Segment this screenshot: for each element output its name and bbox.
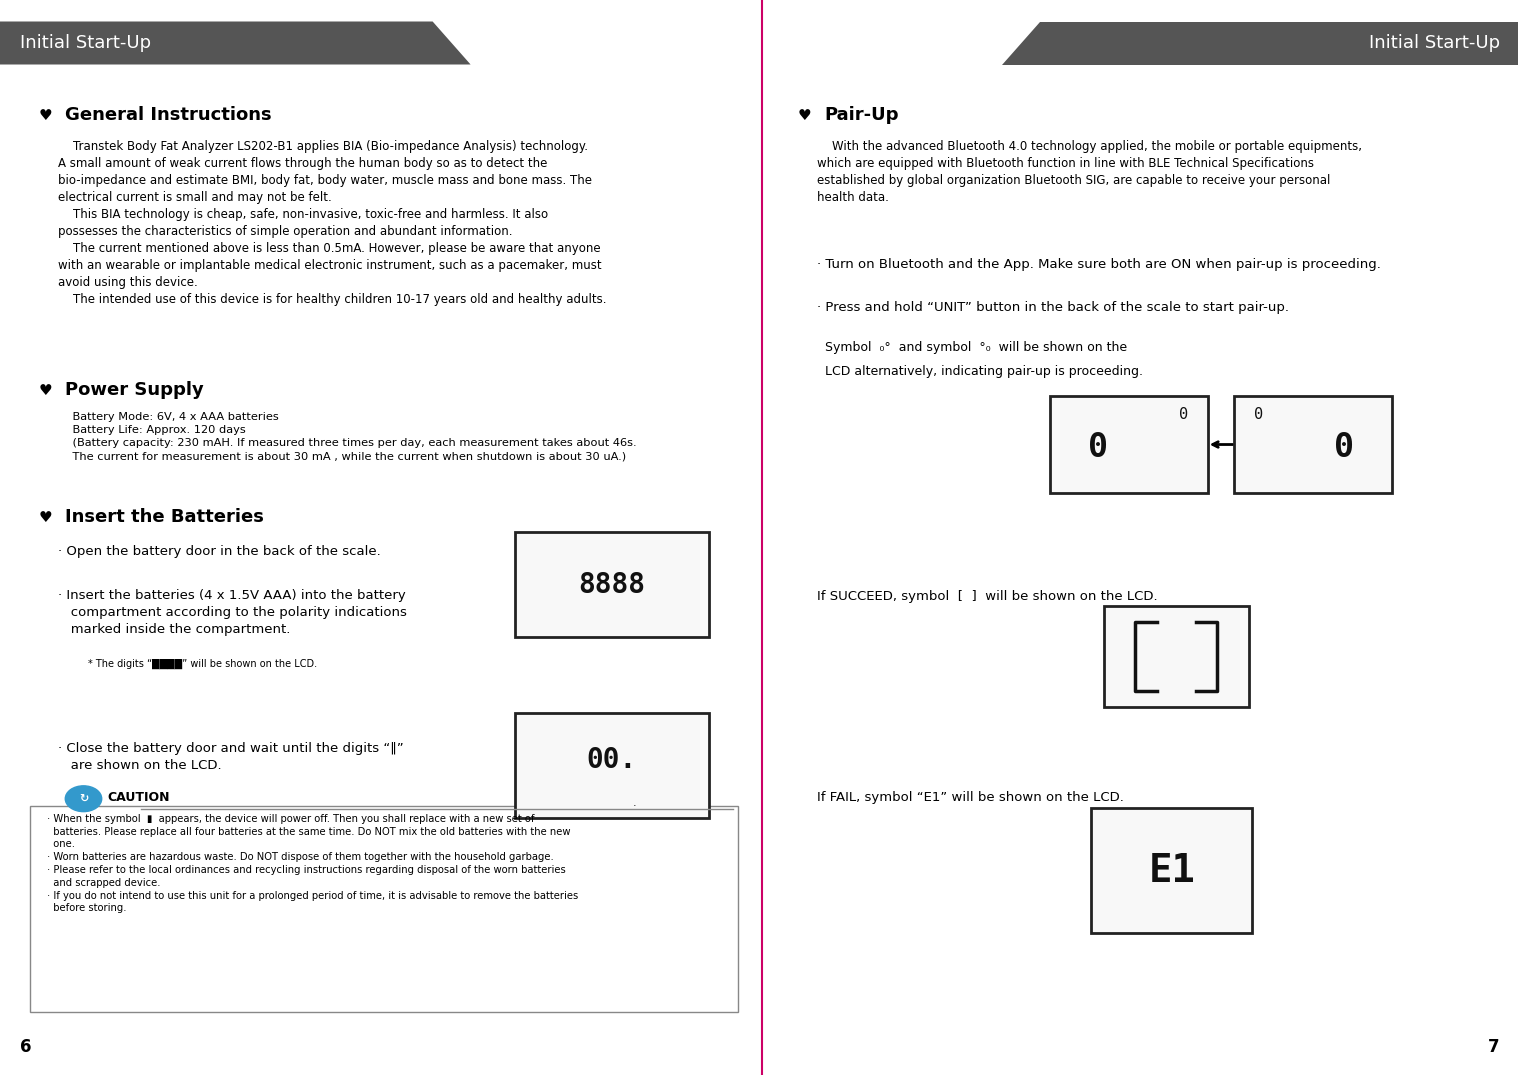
Text: ↻: ↻ (79, 793, 88, 804)
FancyBboxPatch shape (1234, 396, 1392, 493)
Text: 6: 6 (20, 1037, 32, 1056)
Text: .: . (633, 799, 636, 808)
Text: LCD alternatively, indicating pair-up is proceeding.: LCD alternatively, indicating pair-up is… (817, 366, 1143, 378)
Text: Battery Mode: 6V, 4 x AAA batteries
    Battery Life: Approx. 120 days
    (Batt: Battery Mode: 6V, 4 x AAA batteries Batt… (58, 412, 636, 461)
Text: * The digits “████” will be shown on the LCD.: * The digits “████” will be shown on the… (88, 659, 317, 669)
Polygon shape (0, 22, 471, 64)
Text: Initial Start-Up: Initial Start-Up (20, 34, 150, 52)
Text: ♥: ♥ (39, 510, 52, 525)
Text: If FAIL, symbol “E1” will be shown on the LCD.: If FAIL, symbol “E1” will be shown on th… (817, 791, 1123, 804)
Text: CAUTION: CAUTION (108, 791, 170, 804)
Text: ♥: ♥ (39, 108, 52, 123)
Text: Pair-Up: Pair-Up (824, 106, 899, 124)
FancyBboxPatch shape (1050, 396, 1208, 493)
Text: 0: 0 (1334, 431, 1354, 464)
Text: Initial Start-Up: Initial Start-Up (1369, 34, 1500, 52)
Text: Transtek Body Fat Analyzer LS202-B1 applies BIA (Bio-impedance Analysis) technol: Transtek Body Fat Analyzer LS202-B1 appl… (58, 140, 606, 305)
FancyBboxPatch shape (1104, 606, 1249, 707)
Text: Power Supply: Power Supply (65, 382, 203, 399)
Text: 0: 0 (1254, 407, 1263, 422)
Text: ♥: ♥ (39, 383, 52, 398)
Text: Symbol  ₀°  and symbol  °₀  will be shown on the: Symbol ₀° and symbol °₀ will be shown on… (817, 341, 1126, 354)
Text: · Close the battery door and wait until the digits “‖”
   are shown on the LCD.: · Close the battery door and wait until … (58, 742, 404, 772)
FancyBboxPatch shape (30, 806, 738, 1012)
Text: General Instructions: General Instructions (65, 106, 272, 124)
Text: 00.: 00. (586, 746, 638, 774)
Text: · Turn on Bluetooth and the App. Make sure both are ON when pair-up is proceedin: · Turn on Bluetooth and the App. Make su… (817, 258, 1380, 271)
Text: E1: E1 (1149, 851, 1195, 890)
Text: If SUCCEED, symbol  [  ]  will be shown on the LCD.: If SUCCEED, symbol [ ] will be shown on … (817, 590, 1157, 603)
Polygon shape (1002, 22, 1518, 64)
FancyBboxPatch shape (515, 532, 709, 637)
Text: With the advanced Bluetooth 4.0 technology applied, the mobile or portable equip: With the advanced Bluetooth 4.0 technolo… (817, 140, 1362, 204)
Text: · Insert the batteries (4 x 1.5V AAA) into the battery
   compartment according : · Insert the batteries (4 x 1.5V AAA) in… (58, 589, 407, 636)
FancyBboxPatch shape (1091, 808, 1252, 933)
Text: · When the symbol  ▮  appears, the device will power off. Then you shall replace: · When the symbol ▮ appears, the device … (47, 814, 578, 914)
Text: 0: 0 (1088, 431, 1108, 464)
Circle shape (65, 786, 102, 812)
FancyBboxPatch shape (515, 713, 709, 818)
Text: Insert the Batteries: Insert the Batteries (65, 508, 264, 526)
Text: 7: 7 (1488, 1037, 1500, 1056)
Text: 0: 0 (1179, 407, 1189, 422)
Text: 8888: 8888 (578, 571, 645, 599)
Text: · Open the battery door in the back of the scale.: · Open the battery door in the back of t… (58, 545, 381, 558)
Text: · Press and hold “UNIT” button in the back of the scale to start pair-up.: · Press and hold “UNIT” button in the ba… (817, 301, 1289, 314)
Text: ♥: ♥ (798, 108, 811, 123)
